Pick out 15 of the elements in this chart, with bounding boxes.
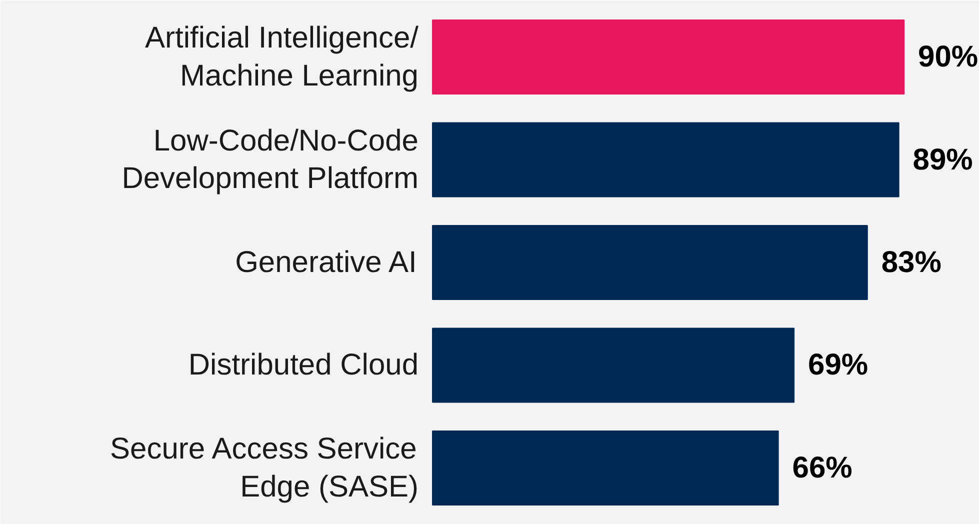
y-tick-label: Generative AI [235, 246, 417, 279]
data-label: 83% [881, 246, 942, 279]
y-tick-label: Distributed Cloud [188, 348, 419, 382]
bar [432, 225, 868, 300]
bar [432, 430, 779, 506]
data-label: 89% [912, 143, 973, 176]
y-tick-label: Secure Access Service Edge (SASE) [110, 432, 419, 504]
data-label: 69% [808, 348, 868, 382]
data-label: 90% [918, 40, 978, 74]
y-tick-label: Artificial Intelligence/ Machine Learning [145, 22, 420, 92]
y-tick-label: Low-Code/No-Code Development Platform [122, 124, 419, 196]
bar [432, 328, 795, 403]
bar [432, 20, 905, 94]
bar [432, 122, 900, 198]
data-label: 66% [792, 451, 852, 484]
